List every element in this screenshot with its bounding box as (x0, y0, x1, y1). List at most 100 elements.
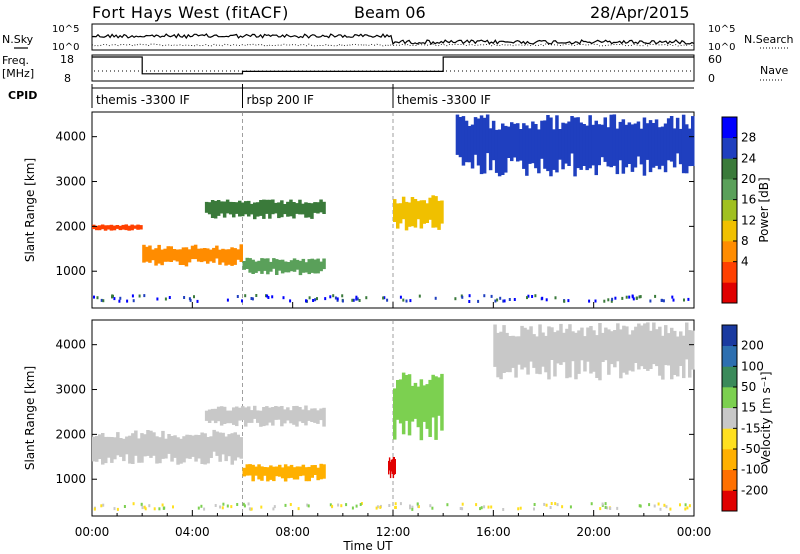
cpid-segments: themis -3300 IF rbsp 200 IF themis -3300 I… (91, 84, 491, 108)
power-cell (654, 119, 659, 166)
power-scatter (526, 296, 528, 300)
power-cell (322, 258, 326, 270)
velocity-scatter (306, 503, 309, 507)
power-scatter (241, 299, 243, 303)
power-cell (304, 262, 309, 273)
power-cell (685, 124, 689, 174)
power-cell (193, 244, 198, 260)
time-axis: 00:00 04:00 08:00 12:00 16:00 20:00 00:00 (75, 302, 711, 539)
velocity-scatter (214, 504, 217, 507)
power-cell (516, 123, 520, 162)
velocity-cell (571, 331, 575, 362)
velocity-cell (295, 466, 300, 480)
velocity-cell (595, 335, 599, 378)
power-scatter (314, 298, 317, 302)
velocity-scatter (158, 507, 161, 511)
velocity-scatter (102, 503, 105, 507)
velocity-cell (517, 336, 521, 365)
velocity-cell (188, 434, 192, 459)
colorbar-tick-label: 200 (741, 339, 764, 353)
freq-tick-high: 18 (60, 53, 74, 66)
x-tick-label: 20:00 (576, 525, 611, 539)
velocity-scatter (337, 503, 340, 507)
colorbar-swatch (722, 199, 737, 221)
power-scatter (251, 297, 254, 301)
nsky-label: N.Sky (2, 33, 34, 46)
power-scatter (356, 297, 359, 301)
power-cell (106, 225, 111, 230)
velocity-cell (131, 433, 135, 464)
velocity-cell (568, 324, 572, 378)
velocity-scatter (375, 506, 378, 510)
velocity-cell (235, 406, 239, 427)
velocity-scatter (345, 503, 348, 507)
power-cell (546, 115, 550, 172)
power-cell (497, 129, 502, 177)
velocity-cell (298, 466, 303, 477)
power-scatter (649, 299, 652, 303)
velocity-cell (107, 436, 111, 458)
x-tick-label: 00:00 (75, 525, 110, 539)
velocity-cell (652, 322, 656, 365)
velocity-cell (286, 407, 290, 421)
velocity-scatter (222, 502, 225, 506)
velocity-cell (388, 457, 391, 471)
velocity-cell (113, 437, 117, 460)
velocity-cell (592, 330, 596, 372)
velocity-cell (667, 333, 671, 366)
velocity-scatter (379, 505, 382, 509)
velocity-cell (394, 459, 396, 475)
power-scatter (477, 299, 480, 303)
velocity-scatter (533, 503, 536, 506)
velocity-cell (625, 326, 629, 375)
power-cell (100, 224, 105, 230)
velocity-scatter (113, 507, 116, 511)
velocity-scatter (569, 505, 572, 509)
velocity-cell (262, 407, 266, 427)
power-scatter (324, 297, 327, 301)
colorbar-swatch (722, 366, 737, 388)
power-colorbar: 28 24 20 16 12 8 4 (721, 116, 756, 304)
power-cell (262, 199, 266, 219)
power-cell (528, 128, 532, 164)
power-cell (534, 124, 538, 169)
power-cell (229, 201, 233, 215)
power-scatter (607, 298, 610, 302)
velocity-marks (92, 320, 695, 516)
power-cell (579, 122, 583, 170)
power-scatter (351, 298, 354, 302)
velocity-scatter (684, 507, 687, 511)
velocity-cell (619, 329, 623, 379)
velocity-cell (622, 325, 626, 373)
velocity-scatter (616, 506, 619, 510)
velocity-cell (286, 466, 291, 479)
power-cell (425, 203, 429, 223)
velocity-cell (137, 438, 141, 463)
velocity-scatter (417, 505, 420, 509)
colorbar-tick-label: 8 (741, 234, 749, 248)
power-scatter (563, 299, 566, 303)
velocity-cell (422, 385, 426, 422)
velocity-colorbar: 200 100 50 15 -15 -50 -100 -200 (721, 324, 768, 512)
power-scatter (468, 294, 471, 298)
velocity-cell (225, 410, 230, 424)
velocity-cell (212, 429, 216, 452)
velocity-cell (664, 325, 668, 366)
freq-panel-frame (91, 54, 695, 82)
colorbar-tick-label: -100 (741, 463, 768, 477)
cpid-segment-label: themis -3300 IF (96, 93, 190, 107)
velocity-cell (505, 332, 509, 373)
velocity-scatter (519, 506, 522, 510)
power-cell (283, 261, 288, 273)
velocity-cell (434, 376, 438, 440)
velocity-cell (601, 332, 605, 362)
velocity-cell (316, 410, 320, 424)
velocity-cell (200, 432, 204, 464)
power-cell (103, 225, 108, 231)
velocity-y-axis: 1000 2000 3000 4000 (55, 338, 694, 486)
power-cell (675, 117, 680, 154)
velocity-cell (398, 379, 403, 424)
velocity-cell (222, 406, 227, 424)
power-cell (172, 249, 177, 261)
power-scatter (483, 294, 486, 298)
